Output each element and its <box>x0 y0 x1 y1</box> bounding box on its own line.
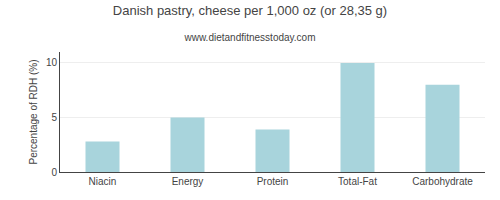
svg-text:Danish pastry, cheese per 1,00: Danish pastry, cheese per 1,000 oz (or 2… <box>113 3 387 18</box>
svg-text:Niacin: Niacin <box>89 176 117 187</box>
svg-text:Carbohydrate: Carbohydrate <box>412 176 473 187</box>
svg-text:Total-Fat: Total-Fat <box>338 176 377 187</box>
svg-text:5: 5 <box>51 112 57 123</box>
svg-text:10: 10 <box>46 57 58 68</box>
svg-text:Energy: Energy <box>172 176 204 187</box>
svg-text:0: 0 <box>51 167 57 178</box>
svg-text:www.dietandfitnesstoday.com: www.dietandfitnesstoday.com <box>184 32 316 43</box>
svg-text:Protein: Protein <box>257 176 289 187</box>
svg-text:Percentage of RDH (%): Percentage of RDH (%) <box>28 59 39 164</box>
